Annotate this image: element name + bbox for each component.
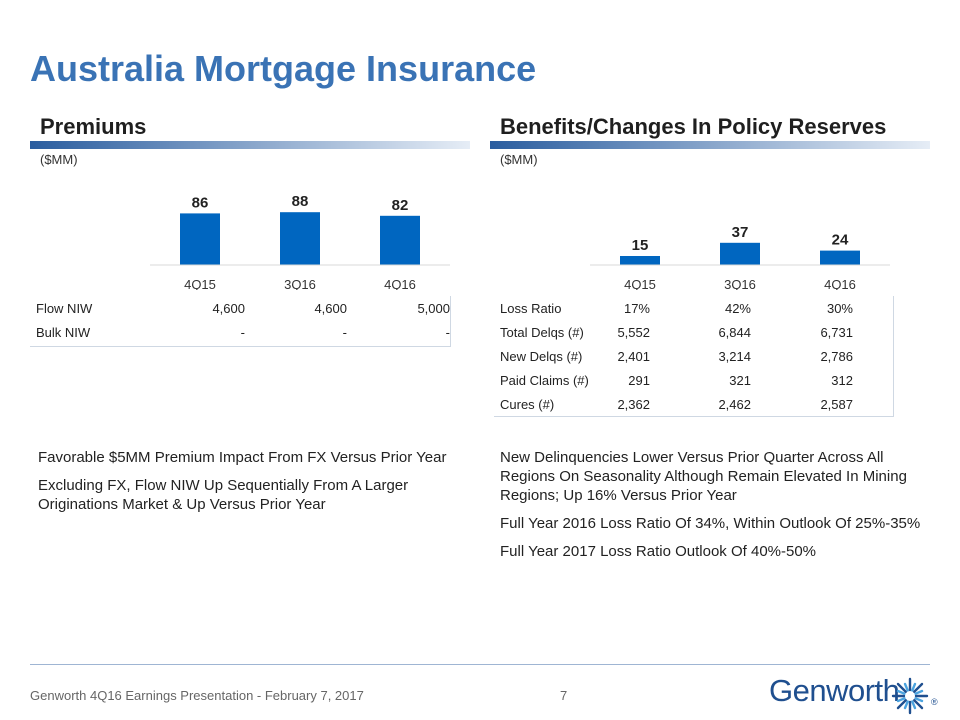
benefits-table-cell: 5,552	[617, 324, 650, 340]
premiums-bullets: Favorable $5MM Premium Impact From FX Ve…	[38, 448, 488, 514]
benefits-bar-4Q16	[820, 250, 860, 265]
benefits-table-row-label: New Delqs (#)	[500, 348, 583, 364]
benefits-table-cell: 291	[628, 372, 650, 388]
benefits-table-spacer-cell	[853, 344, 893, 368]
benefits-table-row: Paid Claims (#) 291 321 312	[494, 368, 893, 392]
benefits-table-spacer-cell	[853, 320, 893, 344]
benefits-table-row-label: Cures (#)	[500, 396, 555, 412]
premiums-title-bar	[30, 141, 470, 149]
premiums-bar-4Q16	[380, 215, 420, 265]
genworth-logo-text: Genworth	[769, 673, 900, 708]
page-number: 7	[560, 688, 568, 703]
benefits-table-row: Total Delqs (#) 5,552 6,844 6,731	[494, 320, 893, 344]
premiums-table-row-label: Bulk NIW	[36, 324, 91, 340]
premiums-table-cell: 4,600	[314, 300, 347, 316]
premiums-table-row-label: Flow NIW	[36, 300, 93, 316]
benefits-value-label-4Q16: 24	[832, 232, 849, 249]
premiums-category-3Q16: 3Q16	[284, 277, 316, 290]
benefits-title-bar	[490, 141, 930, 149]
benefits-table: Loss Ratio 17% 42% 30% Total Delqs (#) 5,552 6…	[494, 296, 893, 416]
benefits-table-row-label: Loss Ratio	[500, 300, 562, 316]
premiums-bullet-2: Excluding FX, Flow NIW Up Sequentially F…	[38, 477, 409, 513]
premiums-chart: 86 88 82 4Q15 3Q16 4Q16	[150, 193, 450, 290]
footer-text: Genworth 4Q16 Earnings Presentation - Fe…	[30, 688, 364, 703]
logo-ray	[914, 697, 924, 703]
premiums-table-row: Bulk NIW - - -	[30, 320, 450, 344]
benefits-table-cell: 2,786	[820, 348, 853, 364]
benefits-table-cell: 2,401	[617, 348, 650, 364]
premiums-table-cell: -	[342, 324, 347, 340]
premiums-bullet-1: Favorable $5MM Premium Impact From FX Ve…	[38, 449, 447, 466]
premiums-value-label-4Q15: 86	[192, 194, 209, 211]
benefits-table-cell: 6,844	[718, 324, 751, 340]
logo-ray	[911, 700, 917, 710]
benefits-table-spacer-cell	[853, 392, 893, 416]
logo-ray	[896, 699, 907, 710]
benefits-bar-4Q15	[620, 256, 660, 265]
logo-ray	[914, 689, 924, 695]
logo-ray	[903, 700, 909, 710]
benefits-bullet-1: New Delinquencies Lower Versus Prior Qua…	[500, 449, 907, 504]
benefits-table-spacer-cell	[853, 368, 893, 392]
benefits-table-cell: 2,587	[820, 396, 853, 412]
footer-divider	[30, 664, 930, 665]
benefits-table-spacer-cell	[853, 296, 893, 320]
premiums-value-label-4Q16: 82	[392, 197, 409, 214]
benefits-bar-3Q16	[720, 242, 760, 265]
premiums-title: Premiums	[40, 114, 147, 139]
logo-ray	[913, 682, 924, 693]
benefits-value-label-4Q15: 15	[632, 237, 649, 254]
genworth-logo-icon	[891, 677, 929, 715]
registered-mark: ®	[931, 697, 938, 707]
benefits-table-box: Loss Ratio 17% 42% 30% Total Delqs (#) 5,552 6…	[494, 296, 894, 417]
benefits-bullet-3: Full Year 2017 Loss Ratio Outlook Of 40%…	[500, 543, 817, 560]
benefits-category-4Q15: 4Q15	[624, 277, 656, 290]
premiums-category-4Q16: 4Q16	[384, 277, 416, 290]
benefits-category-3Q16: 3Q16	[724, 277, 756, 290]
premiums-table: Flow NIW 4,600 4,600 5,000 Bulk NIW - - -	[30, 296, 450, 344]
benefits-table-cell: 312	[831, 372, 853, 388]
benefits-table-row: Cures (#) 2,362 2,462 2,587	[494, 392, 893, 416]
premiums-category-4Q15: 4Q15	[184, 277, 216, 290]
benefits-value-label-3Q16: 37	[732, 224, 749, 241]
premiums-table-cell: 5,000	[417, 300, 450, 316]
logo-ray	[903, 682, 909, 692]
benefits-table-row-label: Total Delqs (#)	[500, 324, 584, 340]
page-title: Australia Mortgage Insurance	[30, 48, 537, 89]
benefits-table-cell: 2,462	[718, 396, 751, 412]
premiums-table-box: Flow NIW 4,600 4,600 5,000 Bulk NIW - - -	[30, 296, 451, 347]
premiums-table-cell: -	[240, 324, 245, 340]
logo-ray	[913, 699, 924, 710]
benefits-table-cell: 30%	[826, 300, 853, 316]
benefits-table-row: Loss Ratio 17% 42% 30%	[494, 296, 893, 320]
benefits-table-row-label: Paid Claims (#)	[500, 372, 589, 388]
benefits-table-cell: 2,362	[617, 396, 650, 412]
premiums-unit: ($MM)	[40, 152, 78, 167]
benefits-table-row: New Delqs (#) 2,401 3,214 2,786	[494, 344, 893, 368]
benefits-category-4Q16: 4Q16	[824, 277, 856, 290]
logo-ray	[896, 697, 906, 703]
benefits-title: Benefits/Changes In Policy Reserves	[500, 114, 887, 139]
benefits-unit: ($MM)	[500, 152, 538, 167]
benefits-table-cell: 6,731	[820, 324, 853, 340]
premiums-table-row: Flow NIW 4,600 4,600 5,000	[30, 296, 450, 320]
logo-ray	[896, 689, 906, 695]
premiums-table-cell: -	[445, 324, 450, 340]
premiums-table-cell: 4,600	[212, 300, 245, 316]
benefits-bullet-2: Full Year 2016 Loss Ratio Of 34%, Within…	[500, 515, 921, 532]
premiums-bar-3Q16	[280, 212, 320, 265]
logo-ray	[911, 682, 917, 692]
benefits-chart: 15 37 24 4Q15 3Q16 4Q16	[590, 224, 890, 290]
premiums-value-label-3Q16: 88	[292, 193, 309, 210]
premiums-bar-4Q15	[180, 213, 220, 265]
benefits-bullets: New Delinquencies Lower Versus Prior Qua…	[500, 448, 925, 561]
benefits-table-cell: 17%	[623, 300, 650, 316]
benefits-table-cell: 321	[729, 372, 751, 388]
benefits-table-cell: 42%	[724, 300, 751, 316]
logo-ray	[896, 682, 907, 693]
benefits-table-cell: 3,214	[718, 348, 751, 364]
